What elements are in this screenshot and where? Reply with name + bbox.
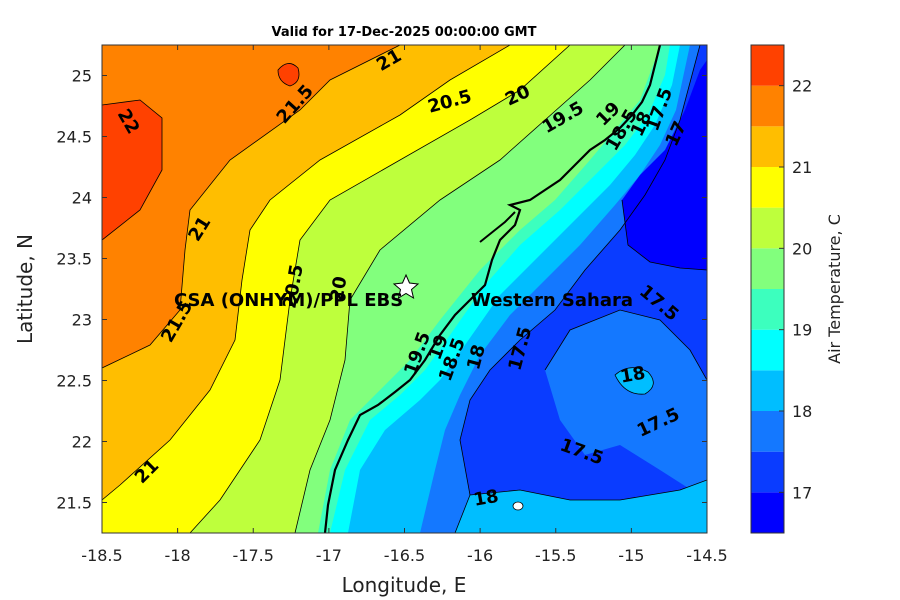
colorbar-band <box>751 492 784 533</box>
x-tick-label: -17 <box>316 546 342 565</box>
band-22 <box>102 100 162 240</box>
colorbar-band <box>751 411 784 452</box>
y-tick-label: 22.5 <box>56 372 92 391</box>
x-axis-label: Longitude, E <box>342 573 467 597</box>
y-tick-label: 24 <box>72 189 92 208</box>
colorbar-tick-label: 18 <box>792 402 812 421</box>
y-tick-label: 22 <box>72 433 92 452</box>
band-21-5 <box>102 45 400 368</box>
colorbar-band <box>751 370 784 411</box>
x-tick-label: -16 <box>467 546 493 565</box>
band-22-spot <box>278 63 299 86</box>
site-star-icon <box>392 273 420 300</box>
x-tick-label: -15.5 <box>535 546 576 565</box>
map-title: Valid for 17-Dec-2025 00:00:00 GMT <box>271 25 537 40</box>
colorbar-band <box>751 207 784 249</box>
y-tick-label: 21.5 <box>56 494 92 513</box>
colorbar-tick-label: 20 <box>792 239 812 258</box>
colorbar-band <box>751 126 784 167</box>
coastline <box>323 45 662 533</box>
x-tick-label: -18.5 <box>81 546 122 565</box>
y-tick-label: 23.5 <box>56 250 92 269</box>
y-axis-label: Latitude, N <box>13 234 37 344</box>
y-axis: 21.5 22 22.5 23 23.5 24 24.5 25 <box>56 67 707 513</box>
colorbar-band <box>751 289 784 330</box>
x-tick-label: -14.5 <box>686 546 727 565</box>
x-tick-label: -16.5 <box>384 546 425 565</box>
band-18-island <box>455 480 707 533</box>
colorbar-band <box>751 85 784 127</box>
colorbar-band <box>751 167 784 208</box>
x-tick-label: -15 <box>618 546 644 565</box>
colorbar-band <box>751 45 784 86</box>
contour-label: 18 <box>619 363 647 388</box>
colorbar-band <box>751 329 784 371</box>
colorbar: 17 18 19 20 21 22 <box>750 44 812 534</box>
y-tick-label: 23 <box>72 311 92 330</box>
coastline-inlet <box>479 211 516 243</box>
colorbar-band <box>751 451 784 493</box>
contour-label: 20 <box>326 275 351 303</box>
contour-label: 18 <box>472 486 500 511</box>
small-island <box>512 501 524 511</box>
y-tick-label: 25 <box>72 67 92 86</box>
band-18-spot <box>615 367 654 395</box>
band-16-5 <box>622 60 707 270</box>
colorbar-tick-label: 17 <box>792 483 812 502</box>
contour-fill-layer <box>102 45 707 533</box>
site-label: CSA (ONHYM)/PPL EBS <box>174 290 403 311</box>
y-tick-label: 24.5 <box>56 128 92 147</box>
band-17-5-island <box>545 310 707 500</box>
x-axis: -18.5 -18 -17.5 -17 -16.5 -16 -15.5 -15 -14.5 <box>81 45 728 565</box>
x-tick-label: -18 <box>165 546 191 565</box>
contour-lines <box>102 45 707 533</box>
colorbar-tick-label: 19 <box>792 321 812 340</box>
colorbar-frame <box>750 44 785 534</box>
region-label: Western Sahara <box>471 290 633 311</box>
site-layer: CSA (ONHYM)/PPL EBS Western Sahara <box>174 273 633 311</box>
colorbar-label: Air Temperature, C <box>825 214 844 364</box>
x-tick-label: -17.5 <box>233 546 274 565</box>
colorbar-band <box>751 248 784 289</box>
colorbar-tick-label: 22 <box>792 77 812 96</box>
colorbar-tick-label: 21 <box>792 158 812 177</box>
